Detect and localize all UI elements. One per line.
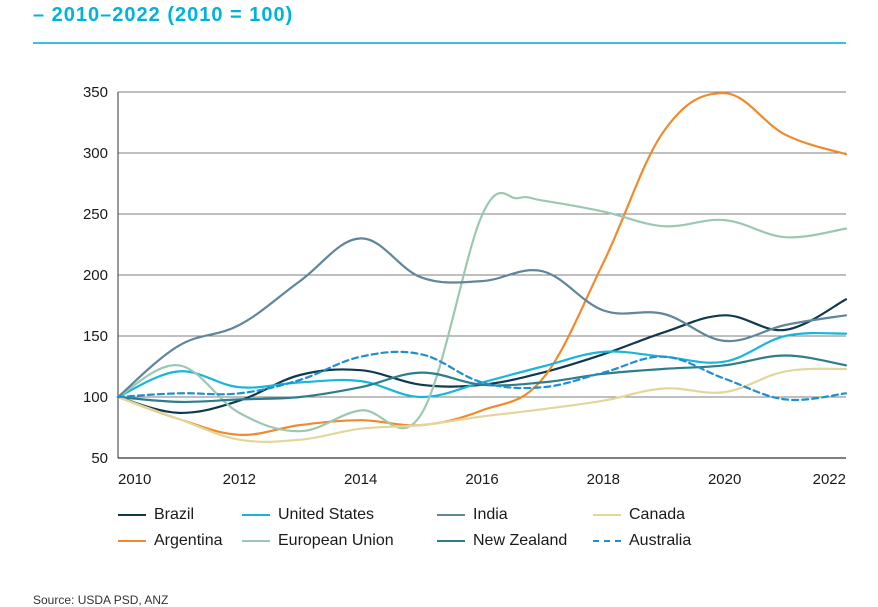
series-line-new-zealand — [116, 354, 848, 404]
y-axis-ticks: 50 100 150 200 250 300 350 — [83, 84, 108, 467]
legend-label: Canada — [629, 506, 686, 523]
legend-item-brazil: Brazil — [118, 506, 194, 524]
y-tick-label: 250 — [83, 206, 108, 223]
y-tick-label: 100 — [83, 389, 108, 406]
x-axis-ticks: 2010 2012 2014 2016 2018 2020 2022 — [118, 471, 846, 488]
series-line-australia — [116, 350, 848, 402]
legend-swatch — [593, 514, 621, 516]
legend-label: European Union — [278, 532, 394, 549]
x-tick-label: 2016 — [465, 471, 498, 488]
x-tick-label: 2020 — [708, 471, 741, 488]
y-tick-label: 300 — [83, 145, 108, 162]
legend-item-european-union: European Union — [242, 532, 394, 550]
legend-label: Argentina — [154, 532, 223, 549]
legend-item-canada: Canada — [593, 506, 685, 524]
x-tick-label: 2012 — [223, 471, 256, 488]
legend-item-united-states: United States — [242, 506, 374, 524]
legend-swatch — [118, 514, 146, 516]
legend-item-new-zealand: New Zealand — [437, 532, 567, 550]
legend-swatch — [242, 540, 270, 542]
legend-swatch — [593, 540, 621, 542]
chart-subtitle: – 2010–2022 (2010 = 100) — [33, 4, 294, 26]
y-tick-label: 50 — [91, 450, 108, 467]
source-note: Source: USDA PSD, ANZ — [33, 593, 169, 607]
x-tick-label: 2010 — [118, 471, 151, 488]
series-line-canada — [116, 367, 848, 443]
series-line-brazil — [116, 298, 848, 415]
legend-item-india: India — [437, 506, 508, 524]
legend-swatch — [437, 540, 465, 542]
legend-label: Brazil — [154, 506, 195, 523]
legend-swatch — [118, 540, 146, 542]
legend-label: Australia — [629, 532, 692, 549]
y-tick-label: 200 — [83, 267, 108, 284]
x-tick-label: 2018 — [587, 471, 620, 488]
header-divider — [33, 42, 846, 44]
legend-swatch — [242, 514, 270, 516]
x-tick-label: 2014 — [344, 471, 377, 488]
y-tick-label: 150 — [83, 328, 108, 345]
series-lines — [116, 92, 848, 443]
legend-label: New Zealand — [473, 532, 568, 549]
series-line-european-union — [116, 191, 848, 433]
y-tick-label: 350 — [83, 84, 108, 101]
x-tick-label: 2022 — [813, 471, 846, 488]
legend-item-australia: Australia — [593, 532, 691, 550]
series-line-india — [116, 237, 848, 399]
legend-item-argentina: Argentina — [118, 532, 223, 550]
legend-label: India — [473, 506, 508, 523]
series-line-united-states — [116, 331, 848, 399]
legend-swatch — [437, 514, 465, 516]
legend-label: United States — [278, 506, 375, 523]
series-line-argentina — [116, 92, 848, 436]
